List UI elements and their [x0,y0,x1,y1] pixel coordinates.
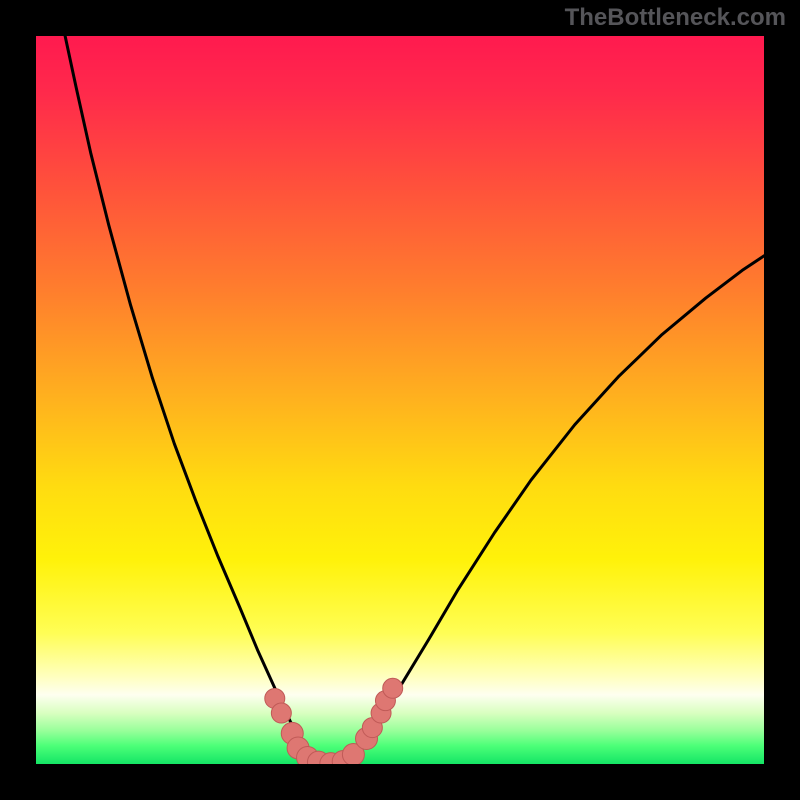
data-marker [383,678,403,698]
plot-area [36,36,764,764]
chart-frame: TheBottleneck.com [0,0,800,800]
bottleneck-curve-chart [36,36,764,764]
watermark-text: TheBottleneck.com [565,4,786,32]
data-marker [271,703,291,723]
gradient-background [36,36,764,764]
